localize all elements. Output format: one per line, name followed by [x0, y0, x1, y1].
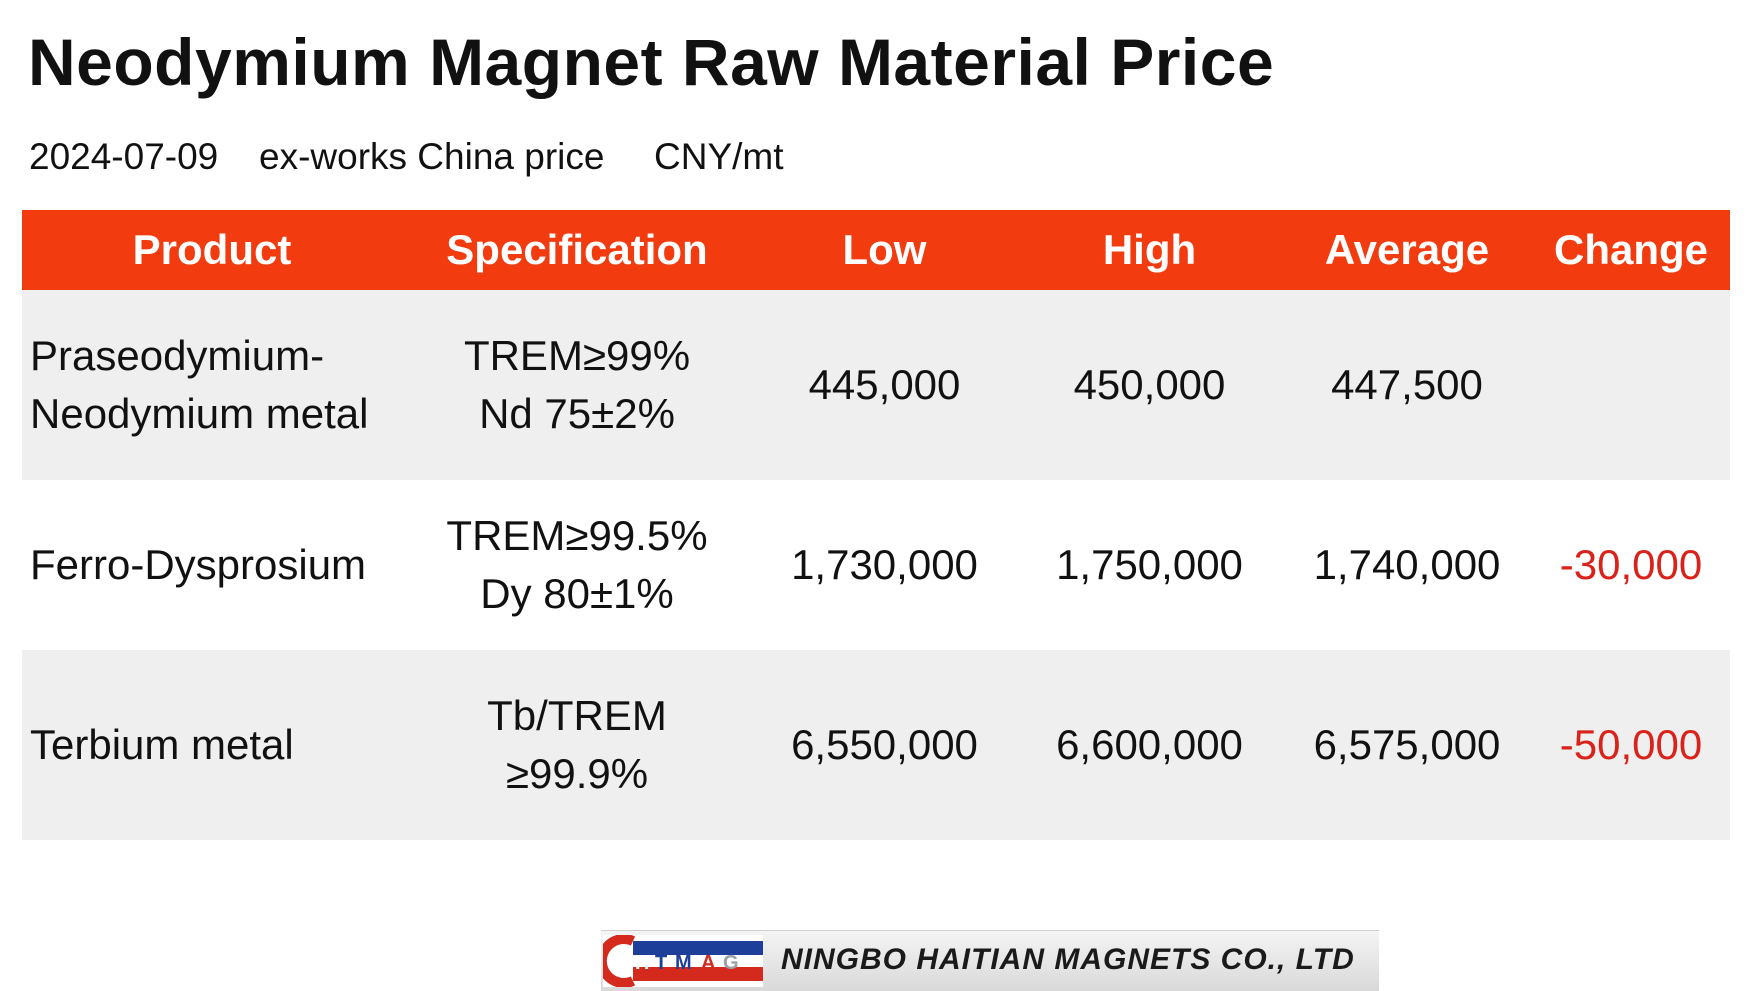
spec-cell: Tb/TREM ≥99.9%	[402, 650, 752, 840]
change-cell: -50,000	[1559, 721, 1703, 768]
svg-text:G: G	[723, 952, 739, 974]
table-row: Terbium metal Tb/TREM ≥99.9% 6,550,000 6…	[22, 650, 1730, 840]
company-name: NINGBO HAITIAN MAGNETS CO., LTD	[781, 943, 1355, 976]
high-price-cell: 6,600,000	[1056, 721, 1243, 768]
spec-line: TREM≥99.5%	[446, 512, 708, 559]
htmag-logo-icon: H T M A G	[603, 935, 763, 987]
spec-line: Nd 75±2%	[479, 390, 675, 437]
spec-line: Tb/TREM	[487, 692, 667, 739]
table-row: Praseodymium- Neodymium metal TREM≥99% N…	[22, 290, 1730, 480]
spec-line: TREM≥99%	[463, 332, 691, 379]
product-name-line: Terbium metal	[30, 721, 294, 768]
header-change: Change	[1553, 226, 1708, 273]
svg-text:A: A	[701, 952, 715, 974]
company-logo-banner: H T M A G NINGBO HAITIAN MAGNETS CO., LT…	[601, 930, 1379, 991]
product-cell: Terbium metal	[22, 650, 402, 840]
price-unit: CNY/mt	[654, 136, 784, 177]
high-price-cell: 450,000	[1073, 361, 1226, 408]
low-price-cell: 1,730,000	[791, 541, 978, 588]
svg-text:T: T	[655, 952, 667, 974]
table-header: Product Specification Low High Average C…	[22, 210, 1730, 290]
average-price-cell: 1,740,000	[1313, 541, 1501, 588]
average-price-cell: 6,575,000	[1313, 721, 1501, 768]
price-basis: ex-works China price	[259, 136, 605, 177]
price-date: 2024-07-09	[29, 136, 219, 177]
header-low: Low	[842, 226, 927, 273]
header-specification: Specification	[446, 226, 708, 273]
product-name-line: Ferro-Dysprosium	[30, 541, 367, 588]
high-price-cell: 1,750,000	[1056, 541, 1243, 588]
spec-cell: TREM≥99% Nd 75±2%	[402, 290, 752, 480]
header-product: Product	[132, 226, 292, 273]
spec-line: ≥99.9%	[505, 750, 649, 797]
low-price-cell: 6,550,000	[791, 721, 978, 768]
product-name-line: Praseodymium-	[30, 332, 325, 379]
change-cell: -30,000	[1559, 541, 1703, 588]
spec-cell: TREM≥99.5% Dy 80±1%	[402, 480, 752, 650]
product-cell: Praseodymium- Neodymium metal	[22, 290, 402, 480]
header-average: Average	[1324, 226, 1490, 273]
product-cell: Ferro-Dysprosium	[22, 480, 402, 650]
table-row: Ferro-Dysprosium TREM≥99.5% Dy 80±1% 1,7…	[22, 480, 1730, 650]
average-price-cell: 447,500	[1331, 361, 1483, 408]
page-title: Neodymium Magnet Raw Material Price	[28, 25, 1275, 99]
low-price-cell: 445,000	[808, 361, 961, 408]
header-high: High	[1102, 226, 1197, 273]
svg-text:H: H	[635, 952, 649, 974]
product-name-line: Neodymium metal	[30, 390, 369, 437]
spec-line: Dy 80±1%	[480, 570, 674, 617]
svg-text:M: M	[675, 952, 692, 974]
change-cell	[1532, 290, 1730, 480]
